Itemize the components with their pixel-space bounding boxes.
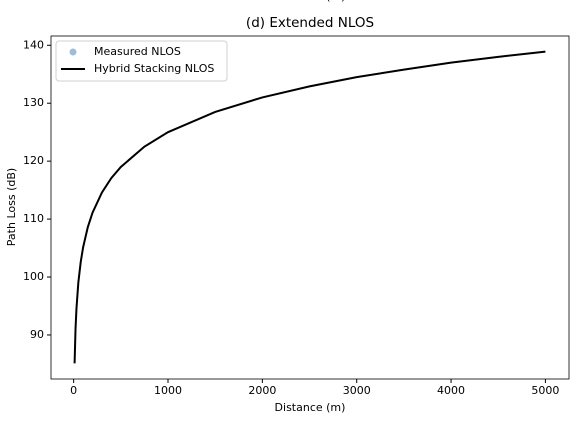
y-axis-label: Path Loss (dB) [5, 168, 18, 246]
plot-frame [50, 35, 570, 380]
legend-label: Measured NLOS [94, 45, 181, 58]
chart-title: (d) Extended NLOS [246, 15, 374, 31]
y-tick-label: 90 [30, 328, 44, 341]
x-tick-label: 1000 [154, 384, 182, 397]
legend: Measured NLOS Hybrid Stacking NLOS [55, 40, 228, 82]
y-tick-label: 130 [23, 96, 44, 109]
x-axis-label: Distance (m) [275, 401, 346, 414]
legend-marker [69, 48, 77, 56]
y-tick-label: 100 [23, 270, 44, 283]
legend-label: Hybrid Stacking NLOS [94, 62, 214, 75]
legend-box [55, 40, 228, 82]
x-tick-label: 5000 [531, 384, 559, 397]
cropped-label: Distance (m) [275, 0, 346, 3]
y-tick-label: 120 [23, 154, 44, 167]
x-tick-label: 0 [70, 384, 77, 397]
y-tick-label: 110 [23, 212, 44, 225]
line [73, 50, 546, 364]
x-tick-label: 3000 [343, 384, 371, 397]
x-tick-label: 2000 [248, 384, 276, 397]
x-tick-label: 4000 [437, 384, 465, 397]
y-tick-label: 140 [23, 38, 44, 51]
